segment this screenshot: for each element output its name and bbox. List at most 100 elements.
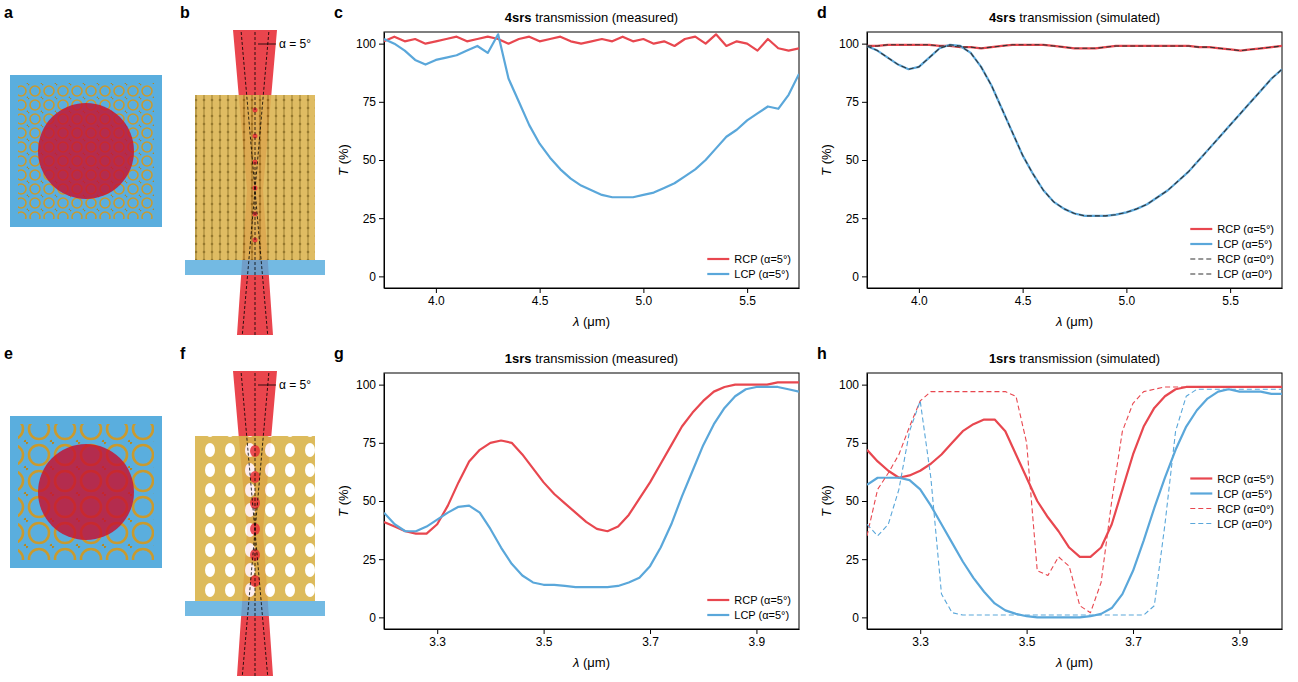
y-tick: 50	[846, 153, 867, 167]
series-line	[867, 45, 1282, 216]
y-axis-title: T (%)	[336, 485, 351, 517]
illustration: e	[4, 345, 162, 568]
x-axis-title-part: (μm)	[1062, 314, 1093, 329]
y-tick-mark	[862, 443, 867, 444]
legend-label: LCP (α=5°)	[1217, 238, 1272, 250]
y-tick: 0	[369, 270, 384, 284]
title-part: transmission (measured)	[532, 351, 679, 366]
legend-label: LCP (α=5°)	[734, 609, 789, 621]
y-tick-mark	[379, 617, 384, 618]
angle-label: α = 5°	[279, 37, 311, 51]
x-tick: 4.0	[911, 288, 928, 308]
y-tick-label: 100	[356, 37, 376, 51]
y-tick-mark	[379, 160, 384, 161]
legend-label: LCP (α=5°)	[1217, 488, 1272, 500]
x-tick-mark	[1239, 629, 1240, 634]
legend-swatch	[707, 273, 729, 275]
plot-frame	[867, 32, 1282, 288]
plot-frame	[384, 32, 799, 288]
x-axis-title-part: λ	[572, 314, 579, 329]
legend-label: RCP (α=5°)	[734, 594, 791, 606]
lattice	[18, 83, 154, 219]
chart-title: 4srs transmission (simulated)	[989, 10, 1160, 25]
x-tick-mark	[1027, 629, 1028, 634]
y-tick-label: 25	[846, 553, 860, 567]
legend-label: LCP (α=5°)	[734, 268, 789, 280]
y-axis-title-part: (%)	[336, 144, 351, 168]
y-tick: 0	[852, 611, 867, 625]
x-tick-mark	[1126, 288, 1127, 293]
lattice	[18, 424, 154, 560]
panel-label: b	[180, 4, 190, 21]
y-tick: 25	[846, 553, 867, 567]
x-axis-title-part: (μm)	[579, 655, 610, 670]
x-tick-mark	[437, 629, 438, 634]
y-tick-label: 100	[839, 37, 859, 51]
y-tick-label: 0	[369, 270, 376, 284]
x-tick: 5.0	[1119, 288, 1136, 308]
panel-label: f	[180, 345, 186, 362]
x-tick-mark	[540, 288, 541, 293]
legend-label: RCP (α=5°)	[1217, 473, 1274, 485]
beam-inside	[250, 471, 260, 483]
plot-frame	[384, 373, 799, 629]
legend-swatch	[1190, 273, 1212, 274]
series-line	[867, 387, 1282, 613]
x-tick: 4.5	[532, 288, 549, 308]
x-tick: 5.5	[739, 288, 756, 308]
y-axis-title: T (%)	[819, 485, 834, 517]
series-line	[867, 389, 1282, 617]
beam-axis	[241, 32, 268, 335]
y-tick-label: 25	[363, 553, 377, 567]
x-tick-mark	[436, 288, 437, 293]
y-tick-mark	[862, 559, 867, 560]
x-tick-mark	[756, 629, 757, 634]
title-part: transmission (measured)	[532, 10, 679, 25]
x-tick-mark	[920, 629, 921, 634]
y-axis: 0255075100	[356, 374, 385, 630]
y-tick-mark	[862, 160, 867, 161]
legend-swatch	[1190, 243, 1212, 245]
y-tick-mark	[379, 44, 384, 45]
y-tick-mark	[862, 501, 867, 502]
title-part: 1srs	[505, 351, 532, 366]
x-tick-mark	[1133, 629, 1134, 634]
y-tick-label: 75	[846, 95, 860, 109]
series-line	[867, 45, 1282, 216]
x-tick: 3.3	[429, 629, 446, 649]
y-tick-mark	[862, 44, 867, 45]
x-axis-title: λ (μm)	[1055, 314, 1093, 329]
x-tick-mark	[544, 629, 545, 634]
series-line	[867, 45, 1282, 51]
series-group	[384, 34, 799, 197]
y-tick-label: 0	[369, 611, 376, 625]
x-axis-title-part: λ	[572, 655, 579, 670]
y-tick-mark	[379, 276, 384, 277]
y-tick-label: 75	[846, 436, 860, 450]
y-tick: 75	[846, 436, 867, 450]
y-tick-label: 25	[363, 212, 377, 226]
y-tick-label: 50	[363, 153, 377, 167]
title-part: 1srs	[989, 351, 1016, 366]
chart-title: 1srs transmission (simulated)	[989, 351, 1160, 366]
x-axis-title: λ (μm)	[1055, 655, 1093, 670]
angle-label: α = 5°	[279, 378, 311, 392]
legend: RCP (α=5°)LCP (α=5°)RCP (α=0°)LCP (α=0°)	[1190, 223, 1274, 280]
y-tick-label: 100	[839, 378, 859, 392]
x-tick-label: 5.0	[636, 294, 653, 308]
y-tick: 25	[846, 212, 867, 226]
y-tick-mark	[862, 218, 867, 219]
y-tick-label: 50	[363, 494, 377, 508]
x-axis-title-part: (μm)	[579, 314, 610, 329]
legend-label: RCP (α=0°)	[1217, 253, 1274, 265]
series-group	[867, 387, 1282, 617]
y-tick: 0	[852, 270, 867, 284]
x-axis-title: λ (μm)	[572, 314, 610, 329]
legend-label: RCP (α=5°)	[734, 253, 791, 265]
y-tick-mark	[379, 501, 384, 502]
y-tick: 25	[363, 212, 384, 226]
chart-panel: c4srs transmission (measured)4.04.55.05.…	[334, 4, 800, 329]
chart-panel: g1srs transmission (measured)3.33.53.73.…	[334, 345, 800, 670]
y-tick-label: 25	[846, 212, 860, 226]
x-tick-label: 4.5	[532, 294, 549, 308]
